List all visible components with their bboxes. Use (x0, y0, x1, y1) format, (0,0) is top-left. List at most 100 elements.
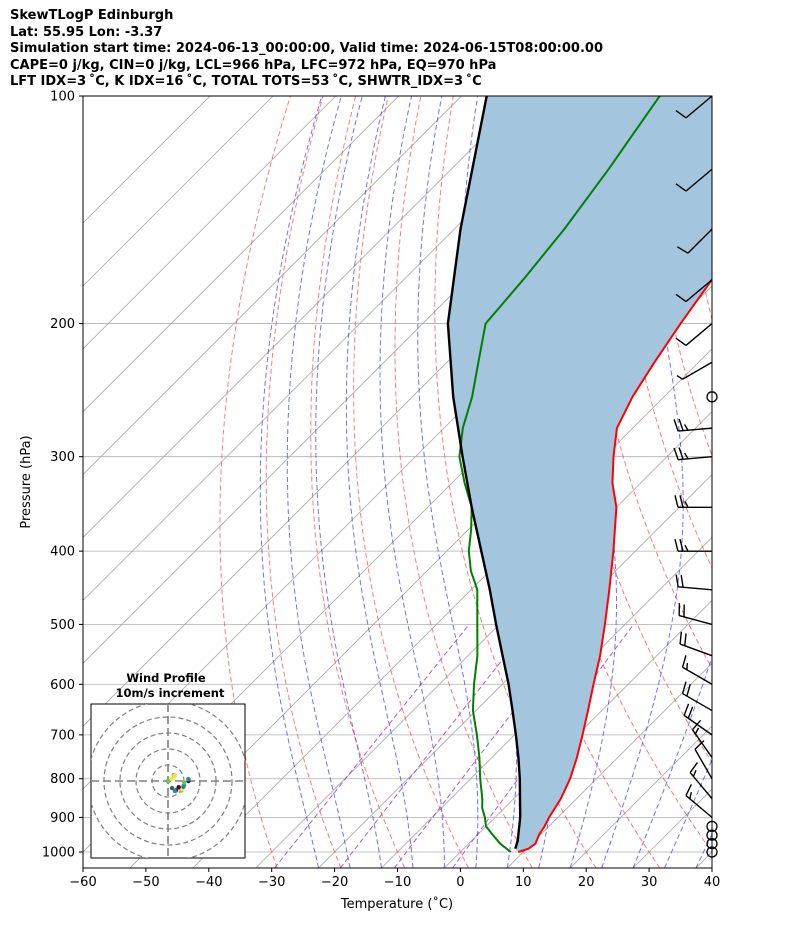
wind-barb-flag (675, 110, 687, 119)
wind-barb-flag (675, 337, 687, 346)
wind-barb-shaft (691, 729, 713, 758)
wind-barb-flag (689, 792, 693, 799)
y-tick-label: 800 (50, 772, 75, 787)
calm-wind-circle (706, 391, 718, 403)
isotherm (255, 411, 712, 868)
wind-barb-shaft (678, 427, 713, 432)
isotherm (83, 96, 274, 287)
chart-header: SkewTLogP Edinburgh Lat: 55.95 Lon: -3.3… (10, 8, 603, 91)
y-tick-label: 100 (50, 90, 75, 105)
moist-adiabat (601, 96, 684, 868)
calm-wind-circle (706, 838, 718, 850)
wind-profile-inset: Wind Profile 10m/s increment (90, 671, 246, 859)
wind-barb-flag (684, 544, 689, 552)
x-tick-label: −20 (321, 875, 348, 890)
wind-barb-flag (678, 447, 684, 460)
calm-wind-circle (706, 846, 718, 858)
inset-subtitle: 10m/s increment (116, 686, 225, 700)
series-dewpoint-line (458, 96, 661, 853)
time-line: Simulation start time: 2024-06-13_00:00:… (10, 41, 603, 56)
wind-barb-flag (684, 633, 687, 646)
profile-lines-layer (446, 96, 712, 853)
wind-barb-flag (689, 762, 698, 773)
moist-adiabat (345, 96, 414, 868)
moist-adiabat (259, 96, 323, 868)
isotherm (506, 662, 712, 868)
isotherm (381, 536, 712, 868)
y-tick-label: 400 (50, 545, 75, 560)
wind-barb-shaft (685, 323, 713, 346)
x-tick-label: 20 (578, 875, 595, 890)
wind-barb-flag (687, 706, 694, 719)
moist-adiabat (417, 96, 479, 868)
dry-adiabat (779, 96, 794, 868)
wind-barb-flag (676, 374, 683, 380)
location-line: Lat: 55.95 Lon: -3.37 (10, 24, 163, 40)
isotherm (83, 96, 337, 350)
dry-adiabat (434, 96, 597, 868)
x-tick-label: 10 (515, 875, 532, 890)
wind-barb-flag (692, 769, 697, 777)
dry-adiabat (747, 96, 794, 868)
dry-adiabat (265, 96, 342, 868)
hodograph-point (169, 776, 174, 782)
moist-adiabat (315, 96, 382, 868)
hodograph-point (186, 777, 191, 782)
dry-adiabat (219, 96, 291, 868)
hodograph-point (172, 788, 178, 794)
wind-barb-flag (678, 418, 684, 431)
chart-title: SkewTLogP Edinburgh (10, 8, 174, 23)
isotherm (318, 474, 712, 868)
wind-barb-shaft (685, 168, 713, 192)
hodograph-point (172, 773, 177, 778)
wind-barb-flag (683, 703, 690, 716)
index-line: LFT IDX=3 ˚C, K IDX=16 ˚C, TOTAL TOTS=53… (10, 74, 482, 89)
x-tick-label: 40 (704, 875, 721, 890)
isotherm (83, 96, 525, 539)
y-tick-label: 700 (50, 728, 75, 743)
wind-barb-shaft (685, 794, 713, 818)
series-temperature-line (517, 277, 712, 853)
hodograph-point (182, 780, 187, 785)
wind-barb-flag (673, 419, 679, 432)
inset-title: Wind Profile (126, 671, 206, 685)
x-tick-label: 0 (456, 875, 464, 890)
moist-adiabat (632, 655, 712, 868)
wind-barb-shaft (694, 748, 713, 780)
isotherm (83, 96, 588, 601)
x-tick-label: −40 (195, 875, 222, 890)
calm-wind-circle (706, 820, 718, 833)
wind-barb-flag (683, 424, 689, 431)
wind-barb-shaft (687, 228, 713, 254)
y-tick-label: 1000 (42, 845, 75, 860)
isotherm (83, 96, 462, 476)
wind-barb-flag (676, 246, 689, 254)
wind-barb-shaft (678, 455, 713, 461)
moist-adiabat (286, 96, 351, 868)
hodograph-point (169, 785, 175, 791)
dry-adiabat (648, 96, 712, 458)
y-tick-label: 900 (50, 811, 75, 826)
dry-adiabat (353, 96, 469, 868)
wind-barb-flag (675, 183, 687, 192)
wind-barb-flag (684, 500, 689, 508)
mixing-ratio-line (274, 624, 470, 868)
wind-barb-shaft (683, 714, 713, 736)
dry-adiabat (714, 96, 794, 868)
wind-barb-flag (679, 631, 683, 645)
series-parcel-line (446, 96, 522, 850)
x-tick-label: 30 (641, 875, 658, 890)
hodograph-point (165, 778, 171, 784)
wind-barb-flag (673, 447, 679, 460)
moist-adiabat (379, 96, 445, 868)
cape-line: CAPE=0 j/kg, CIN=0 j/kg, LCL=966 hPa, LF… (10, 57, 497, 73)
dry-adiabat (394, 96, 533, 868)
wind-barb-shaft (682, 692, 713, 712)
wind-barb-flag (674, 495, 679, 508)
wind-barb-flag (680, 574, 684, 588)
wind-barb-flag (679, 538, 684, 552)
wind-barb-flag (681, 655, 687, 668)
x-axis: −60 −50 −40 −30 −20 −10 0 10 20 30 40 (69, 868, 720, 890)
wind-barb-shaft (678, 586, 713, 591)
